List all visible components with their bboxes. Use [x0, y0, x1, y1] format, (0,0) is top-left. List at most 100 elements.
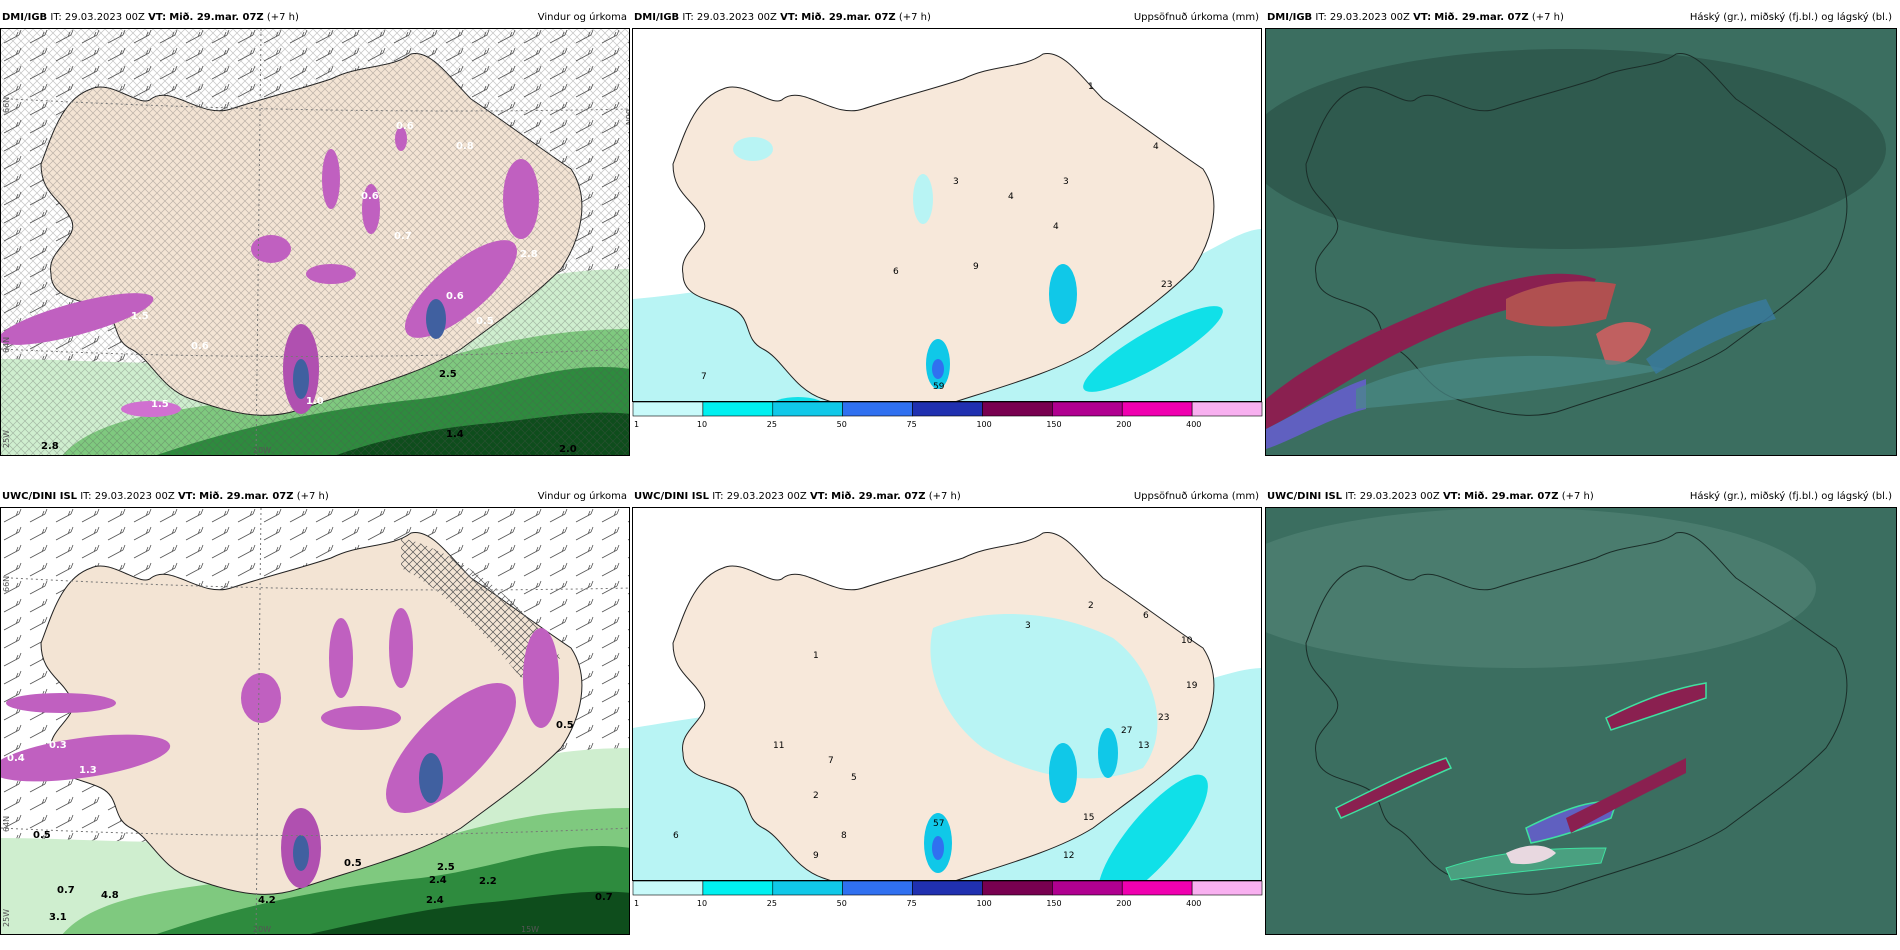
colorbar-tick-label: 150 — [1046, 420, 1061, 429]
colorbar-swatch — [1191, 401, 1263, 417]
precip-label: 2.0 — [559, 444, 577, 455]
accum-label: 23 — [1161, 280, 1172, 290]
accum-label: 12 — [1063, 851, 1074, 861]
precip-label: 0.5 — [556, 720, 574, 731]
model-source: UWC/DINI ISL — [634, 491, 710, 502]
product-title: Háský (gr.), miðský (fj.bl.) og lágský (… — [1689, 491, 1892, 502]
precip-value-labels: 0.6 0.8 0.6 0.7 0.6 0.5 0.6 1.0 2.8 2.5 … — [41, 121, 577, 455]
colorbar-tick-label: 50 — [837, 420, 847, 429]
model-source: DMI/IGB — [2, 12, 48, 23]
init-time: IT: 29.03.2023 00Z — [1315, 12, 1410, 23]
colorbar-swatch — [1052, 880, 1123, 896]
product-title: Háský (gr.), miðský (fj.bl.) og lágský (… — [1689, 12, 1892, 23]
map-canvas[interactable]: 2 3 1 6 11 5 7 2 8 9 6 15 12 27 23 10 19… — [632, 507, 1262, 881]
accum-label: 9 — [973, 262, 979, 272]
accum-label: 6 — [1143, 611, 1149, 621]
colorbar-swatch — [912, 880, 983, 896]
precip-value-labels: 0.4 0.3 1.3 0.5 0.7 4.8 3.1 2.4 2.5 4.2 … — [7, 720, 613, 923]
accum-label: 9 — [813, 851, 819, 861]
valid-time-label: VT: — [1413, 12, 1432, 23]
colorbar-swatch — [632, 880, 704, 896]
colorbar-tick-label: 400 — [1186, 420, 1201, 429]
accum-label: 7 — [701, 372, 707, 382]
colorbar-tick-label: 10 — [697, 420, 707, 429]
colorbar-tick-label: 25 — [767, 899, 777, 908]
precip-label: 0.5 — [344, 858, 362, 869]
colorbar-tick-label: 10 — [697, 899, 707, 908]
lead-time: (+7 h) — [296, 491, 329, 502]
precip-label: 2.8 — [520, 249, 538, 260]
init-time: IT: 29.03.2023 00Z — [50, 12, 145, 23]
accum-label: 23 — [1158, 713, 1169, 723]
precip-label: 1.0 — [306, 396, 324, 407]
colorbar-swatch — [772, 401, 843, 417]
accum-label: 2 — [1088, 601, 1094, 611]
init-time: IT: 29.03.2023 00Z — [1345, 491, 1440, 502]
product-title: Uppsöfnuð úrkoma (mm) — [1133, 491, 1259, 502]
accum-label: 3 — [1063, 177, 1069, 187]
map-canvas[interactable]: 66N 64N 25W 20W 15W 0.4 0.3 1.3 0.5 0.7 … — [0, 507, 630, 935]
accum-labels: 2 3 1 6 11 5 7 2 8 9 6 15 12 27 23 10 19… — [673, 601, 1198, 861]
panel-header: UWC/DINI ISL IT: 29.03.2023 00Z VT: Mið.… — [1265, 487, 1896, 507]
colorbar-swatch — [912, 401, 983, 417]
product-title: Uppsöfnuð úrkoma (mm) — [1133, 12, 1259, 23]
valid-time: Mið. 29.mar. 07Z — [831, 491, 926, 502]
accum-label: 13 — [1138, 741, 1149, 751]
accum-label: 8 — [841, 831, 847, 841]
accum-label: 2 — [813, 791, 819, 801]
panel-uwc-wind-precip: UWC/DINI ISL IT: 29.03.2023 00Z VT: Mið.… — [0, 487, 631, 935]
map-canvas[interactable]: 66N 64N 25W 20W 66N 0.6 0.8 0.6 0.7 0.6 … — [0, 28, 630, 456]
colorbar-swatch — [772, 880, 843, 896]
colorbar-swatch — [1121, 401, 1193, 417]
valid-time-label: VT: — [177, 491, 196, 502]
model-source: DMI/IGB — [1267, 12, 1313, 23]
precip-label: 1.5 — [131, 311, 149, 322]
lat-label-66n: 66N — [2, 576, 11, 592]
precip-label: 2.5 — [437, 862, 455, 873]
lon-label-20w: 20W — [253, 446, 271, 455]
precip-label: 0.6 — [446, 291, 464, 302]
precip-label: 2.2 — [479, 876, 497, 887]
lon-label-25w: 25W — [2, 909, 11, 927]
panel-header: DMI/IGB IT: 29.03.2023 00Z VT: Mið. 29.m… — [1265, 8, 1896, 28]
precip-label: 0.7 — [394, 231, 412, 242]
colorbar-tick-label: 100 — [976, 899, 991, 908]
colorbar: 1 10 25 50 75 100 150 200 400 — [632, 401, 1263, 429]
model-source: UWC/DINI ISL — [2, 491, 78, 502]
precip-label: 1.5 — [151, 399, 169, 410]
accum-label: 10 — [1181, 636, 1193, 646]
colorbar-swatch — [1121, 880, 1193, 896]
accum-label: 27 — [1121, 726, 1132, 736]
precip-label: 0.6 — [361, 191, 379, 202]
precip-label: 0.7 — [57, 885, 75, 896]
map-canvas[interactable] — [1265, 507, 1897, 935]
panel-header: DMI/IGB IT: 29.03.2023 00Z VT: Mið. 29.m… — [0, 8, 631, 28]
accum-label: 6 — [893, 267, 899, 277]
accum-label: 6 — [673, 831, 679, 841]
map-canvas[interactable] — [1265, 28, 1897, 456]
accum-label: 5 — [851, 773, 857, 783]
precip-label: 0.6 — [191, 341, 209, 352]
accum-label: 7 — [828, 756, 834, 766]
precip-label: 0.8 — [456, 141, 474, 152]
colorbar-tick-label: 150 — [1046, 899, 1061, 908]
map-canvas[interactable]: 1 4 3 4 3 4 9 6 23 13 7 59 — [632, 28, 1262, 402]
accum-label: 3 — [953, 177, 959, 187]
colorbar-swatch — [982, 880, 1053, 896]
valid-time-label: VT: — [1442, 491, 1461, 502]
model-source: DMI/IGB — [634, 12, 680, 23]
colorbar-tick-label: 200 — [1116, 899, 1131, 908]
accum-label: 1 — [813, 651, 819, 661]
precip-label: 0.5 — [33, 830, 51, 841]
lat-label-66n-right: 66N — [624, 109, 630, 125]
lon-label-20w: 20W — [253, 925, 271, 934]
valid-time-label: VT: — [780, 12, 799, 23]
precip-label: 2.5 — [439, 369, 457, 380]
lon-label-15w: 15W — [521, 925, 539, 934]
precip-label: 3.1 — [49, 912, 67, 923]
panel-uwc-accum-precip: UWC/DINI ISL IT: 29.03.2023 00Z VT: Mið.… — [632, 487, 1263, 935]
lat-label-66n: 66N — [2, 97, 11, 113]
precip-label: 0.5 — [476, 316, 494, 327]
precip-label: 0.4 — [7, 753, 25, 764]
lead-time: (+7 h) — [266, 12, 299, 23]
